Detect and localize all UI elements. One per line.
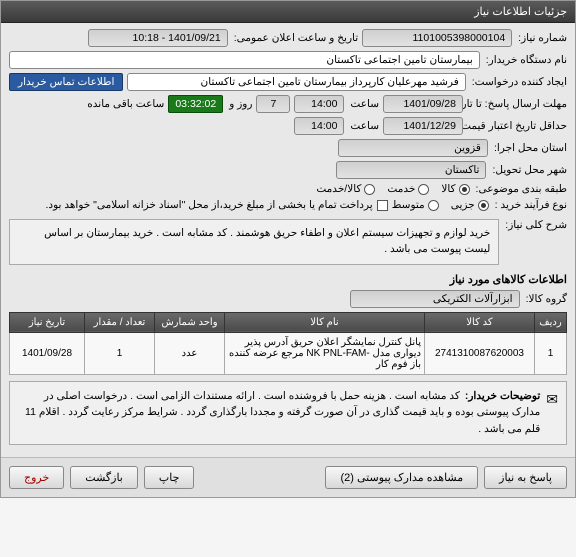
- radio-service-label: خدمت: [387, 183, 415, 195]
- radio-partial[interactable]: [478, 200, 489, 211]
- radio-medium[interactable]: [428, 200, 439, 211]
- cell-idx: 1: [535, 332, 567, 374]
- col-name: نام کالا: [225, 312, 425, 332]
- radio-goods-service-label: کالا/خدمت: [316, 183, 361, 195]
- saat-label-2: ساعت: [348, 120, 379, 132]
- buyer-notes-box: ✉ توضیحات خریدار: کد مشابه است . هزینه ح…: [9, 381, 567, 445]
- exec-province-label: استان محل اجرا:: [492, 142, 567, 154]
- form-body: شماره نیاز: 1101005398000104 تاریخ و ساع…: [1, 23, 575, 451]
- col-idx: ردیف: [535, 312, 567, 332]
- cell-code: 2741310087620003: [425, 332, 535, 374]
- creator-field: فرشید مهرعلیان کارپرداز بیمارستان تامین …: [127, 73, 465, 91]
- subject-cat-group: کالا خدمت کالا/خدمت: [316, 183, 469, 195]
- remain-label: ساعت باقی مانده: [85, 98, 164, 110]
- cell-unit: عدد: [155, 332, 225, 374]
- reply-button[interactable]: پاسخ به نیاز: [484, 466, 567, 489]
- group-field: ابزارآلات الکتریکی: [350, 290, 520, 308]
- announce-label: تاریخ و ساعت اعلان عمومی:: [232, 32, 358, 44]
- radio-goods[interactable]: [459, 184, 470, 195]
- req-no-field: 1101005398000104: [362, 29, 512, 47]
- cell-qty: 1: [85, 332, 155, 374]
- buyer-org-field: بیمارستان تامین اجتماعی تاکستان: [9, 51, 480, 69]
- deadline-send-label: مهلت ارسال پاسخ: تا تاریخ:: [467, 98, 567, 110]
- exit-button[interactable]: خروج: [9, 466, 64, 489]
- col-date: تاریخ نیاز: [10, 312, 85, 332]
- items-title: اطلاعات کالاهای مورد نیاز: [9, 273, 567, 286]
- cell-date: 1401/09/28: [10, 332, 85, 374]
- days-label: روز و: [227, 98, 252, 110]
- col-code: کد کالا: [425, 312, 535, 332]
- radio-partial-label: جزیی: [451, 199, 475, 211]
- back-button[interactable]: بازگشت: [70, 466, 138, 489]
- table-header-row: ردیف کد کالا نام کالا واحد شمارش تعداد /…: [10, 312, 567, 332]
- radio-goods-label: کالا: [441, 183, 455, 195]
- button-bar: پاسخ به نیاز مشاهده مدارک پیوستی (2) چاپ…: [1, 457, 575, 497]
- table-row[interactable]: 1 2741310087620003 پانل کنترل نمایشگر اع…: [10, 332, 567, 374]
- cell-name: پانل کنترل نمایشگر اعلان حریق آدرس پذیر …: [225, 332, 425, 374]
- process-note: پرداخت تمام یا بخشی از مبلغ خرید،از محل …: [44, 199, 373, 211]
- radio-goods-service[interactable]: [364, 184, 375, 195]
- col-qty: تعداد / مقدار: [85, 312, 155, 332]
- radio-service[interactable]: [418, 184, 429, 195]
- exec-province-field: قزوین: [338, 139, 488, 157]
- process-label: نوع فرآیند خرید :: [493, 199, 567, 211]
- col-unit: واحد شمارش: [155, 312, 225, 332]
- desc-label: شرح کلی نیاز:: [503, 215, 567, 231]
- process-group: جزیی متوسط: [392, 199, 489, 211]
- min-credit-time: 14:00: [294, 117, 344, 135]
- subject-cat-label: طبقه بندی موضوعی:: [474, 183, 567, 195]
- contact-button[interactable]: اطلاعات تماس خریدار: [9, 73, 123, 91]
- days-value: 7: [256, 95, 290, 113]
- deadline-send-time: 14:00: [294, 95, 344, 113]
- saat-label-1: ساعت: [348, 98, 379, 110]
- group-label: گروه کالا:: [524, 293, 567, 305]
- buyer-notes-label: توضیحات خریدار:: [463, 390, 540, 402]
- treasury-checkbox[interactable]: [377, 200, 388, 211]
- items-table: ردیف کد کالا نام کالا واحد شمارش تعداد /…: [9, 312, 567, 375]
- min-credit-label: حداقل تاریخ اعتبار قیمت: تا تاریخ:: [467, 120, 567, 132]
- creator-label: ایجاد کننده درخواست:: [470, 76, 567, 88]
- min-credit-date: 1401/12/29: [383, 117, 463, 135]
- panel-header: جزئیات اطلاعات نیاز: [1, 1, 575, 23]
- buyer-org-label: نام دستگاه خریدار:: [484, 54, 567, 66]
- print-button[interactable]: چاپ: [144, 466, 195, 489]
- delivery-city-label: شهر محل تحویل:: [490, 164, 567, 176]
- announce-field: 1401/09/21 - 10:18: [88, 29, 228, 47]
- req-no-label: شماره نیاز:: [516, 32, 567, 44]
- radio-medium-label: متوسط: [392, 199, 425, 211]
- desc-box: خرید لوازم و تجهیزات سیستم اعلان و اطفاء…: [9, 219, 499, 265]
- details-panel: جزئیات اطلاعات نیاز شماره نیاز: 11010053…: [0, 0, 576, 498]
- post-icon: ✉: [546, 388, 558, 438]
- delivery-city-field: تاکستان: [336, 161, 486, 179]
- deadline-send-date: 1401/09/28: [383, 95, 463, 113]
- attachments-button[interactable]: مشاهده مدارک پیوستی (2): [325, 466, 478, 489]
- panel-title: جزئیات اطلاعات نیاز: [474, 6, 567, 18]
- countdown-badge: 03:32:02: [168, 95, 223, 113]
